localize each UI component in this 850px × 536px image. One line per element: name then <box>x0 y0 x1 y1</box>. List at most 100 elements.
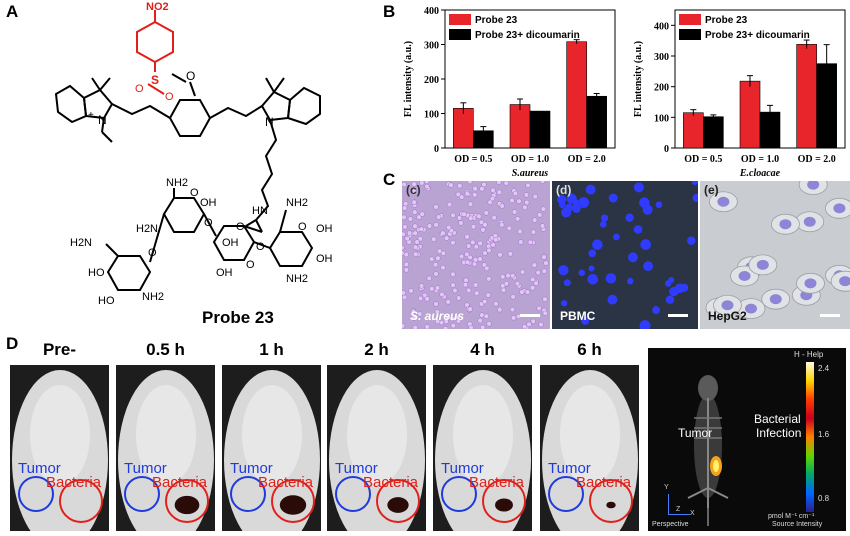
source-intensity-label: Source Intensity <box>772 521 823 528</box>
bacterium <box>509 273 516 279</box>
bacterium <box>500 274 506 280</box>
bacterium <box>411 199 417 205</box>
bacterium <box>496 189 502 195</box>
hepg2-nucleus <box>769 294 782 305</box>
y-tick-label: 100 <box>654 113 669 124</box>
o-ring-label-6: O <box>298 221 307 233</box>
bar-probe23 <box>683 112 704 149</box>
bacterium <box>493 237 499 243</box>
bacterium <box>526 321 532 327</box>
bar-probe23 <box>453 108 474 149</box>
pbmc-cell <box>566 193 577 204</box>
bacterium <box>464 191 470 197</box>
bacterium <box>524 289 531 295</box>
bacterium <box>467 201 474 207</box>
bacterium <box>521 324 528 329</box>
bacteria-circle <box>376 479 420 523</box>
pbmc-cells <box>552 181 698 329</box>
bacterium <box>464 259 471 265</box>
bacterium <box>442 326 449 329</box>
pbmc-cell <box>565 203 574 212</box>
nh2-label-3: NH2 <box>142 291 164 303</box>
bacterium <box>497 252 503 258</box>
pbmc-cell <box>633 225 643 234</box>
axis-triad: Y Z X <box>654 484 695 518</box>
bacterium <box>419 211 425 217</box>
ho-label-2: HO <box>98 295 115 307</box>
pbmc-cell <box>692 193 698 203</box>
bacterium <box>468 324 474 329</box>
bacterium <box>411 188 417 194</box>
pbmc-cell <box>578 269 586 277</box>
legend-label: Probe 23+ dicoumarin <box>705 30 810 41</box>
bacterium <box>510 294 516 300</box>
bacteria-label: Bacteria <box>576 474 632 491</box>
bacterium <box>476 213 482 219</box>
mouse-highlight <box>560 385 620 485</box>
bacterium <box>531 262 537 268</box>
bacterium <box>419 181 425 186</box>
hepg2-nucleus <box>803 216 816 227</box>
scale-bar <box>668 314 688 317</box>
pbmc-cell <box>557 194 567 205</box>
ho-label-1: HO <box>88 267 105 279</box>
bacterium <box>434 309 440 315</box>
y-tick-label: 200 <box>424 75 439 86</box>
x-tick-label: OD = 2.0 <box>798 154 836 165</box>
bacterium <box>486 247 492 254</box>
bacterium <box>403 267 410 273</box>
legend-swatch <box>449 14 471 25</box>
legend-label: Probe 23 <box>705 15 748 26</box>
bacterium <box>458 253 465 260</box>
bacterium <box>403 251 409 258</box>
y-tick-label: 300 <box>424 41 439 52</box>
bacterium <box>486 276 492 282</box>
bacterium <box>525 182 531 188</box>
bacterium <box>522 204 528 211</box>
bacterium <box>537 212 543 218</box>
tile-name-pbmc: PBMC <box>560 309 596 323</box>
bacterium <box>411 181 417 187</box>
bacterium <box>455 191 461 198</box>
bacterium <box>538 321 544 328</box>
bacterium <box>529 285 536 291</box>
y-tick-label: 400 <box>424 6 439 17</box>
bacterium <box>530 318 536 324</box>
bacterium <box>426 223 433 229</box>
bacterium <box>404 235 410 242</box>
axis-z-label: Z <box>676 506 681 513</box>
bacterium <box>472 282 479 288</box>
mouse-highlight <box>30 385 90 485</box>
fluorescence-signal <box>387 497 409 513</box>
hepg2-nucleus <box>833 203 846 214</box>
pbmc-cell <box>578 197 590 208</box>
mouse-image: Tumor Bacteria <box>540 365 639 531</box>
pbmc-cell <box>581 316 590 325</box>
bacterium <box>446 224 452 231</box>
bacteria-label: Bacteria <box>363 474 419 491</box>
bacterium <box>485 292 491 298</box>
bacterium <box>530 276 536 283</box>
bacterium <box>500 287 507 293</box>
view-label: Perspective <box>652 521 689 528</box>
bacterium <box>456 295 462 301</box>
bacterium <box>450 323 456 329</box>
bacterium <box>402 290 406 296</box>
microscopy-row: (c) S. aureus (d) PBMC (e) HepG2 <box>402 181 850 329</box>
bacterium <box>424 183 430 190</box>
bacterium <box>414 239 420 245</box>
y-tick-label: 300 <box>654 52 669 63</box>
panel-label-a: A <box>6 2 19 21</box>
oh-label-3: OH <box>216 267 233 279</box>
bacterium <box>424 181 430 185</box>
o-ring-label-1: O <box>190 187 199 199</box>
scale-bar <box>820 314 840 317</box>
bacterium <box>479 312 485 318</box>
tumor-circle <box>548 476 584 512</box>
bacterium <box>519 289 525 295</box>
fluorescence-signal <box>495 498 513 512</box>
bacterium <box>517 228 523 235</box>
chart-title: S.aureus <box>512 168 549 179</box>
